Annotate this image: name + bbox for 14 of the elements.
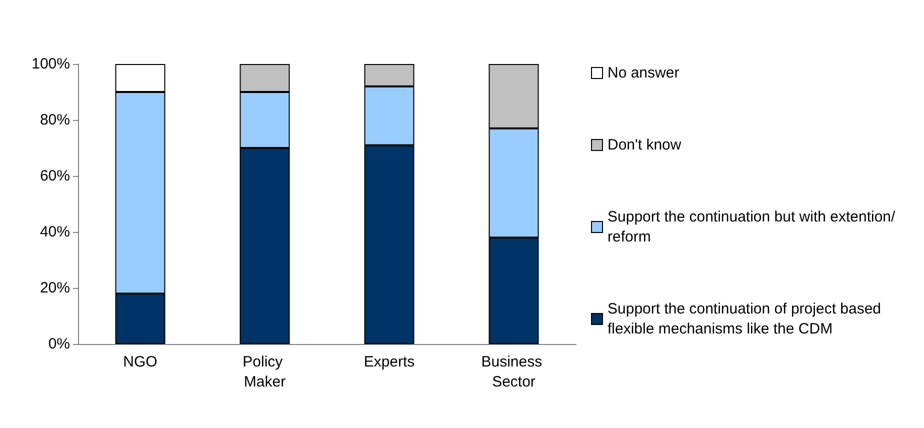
legend-label: No answer [608,64,680,82]
y-tick-label: 40% [40,224,70,240]
y-tick-label: 20% [40,280,70,296]
x-tick-label: Business Sector [481,354,546,390]
legend-label: Support the continuation of project based flexible mechanisms like the CDM [608,300,886,338]
y-tick-label: 60% [40,168,70,184]
y-tick-label: 0% [48,336,70,352]
x-tick-label: Experts [364,354,415,370]
x-tick-label: Policy Maker [242,354,287,390]
y-tick-label: 100% [32,56,70,72]
y-tick-label: 80% [40,112,70,128]
legend-label: Don't know [608,136,682,154]
x-tick-label: NGO [123,354,158,370]
legend-label: Support the continuation but with extention/reform [608,208,896,246]
